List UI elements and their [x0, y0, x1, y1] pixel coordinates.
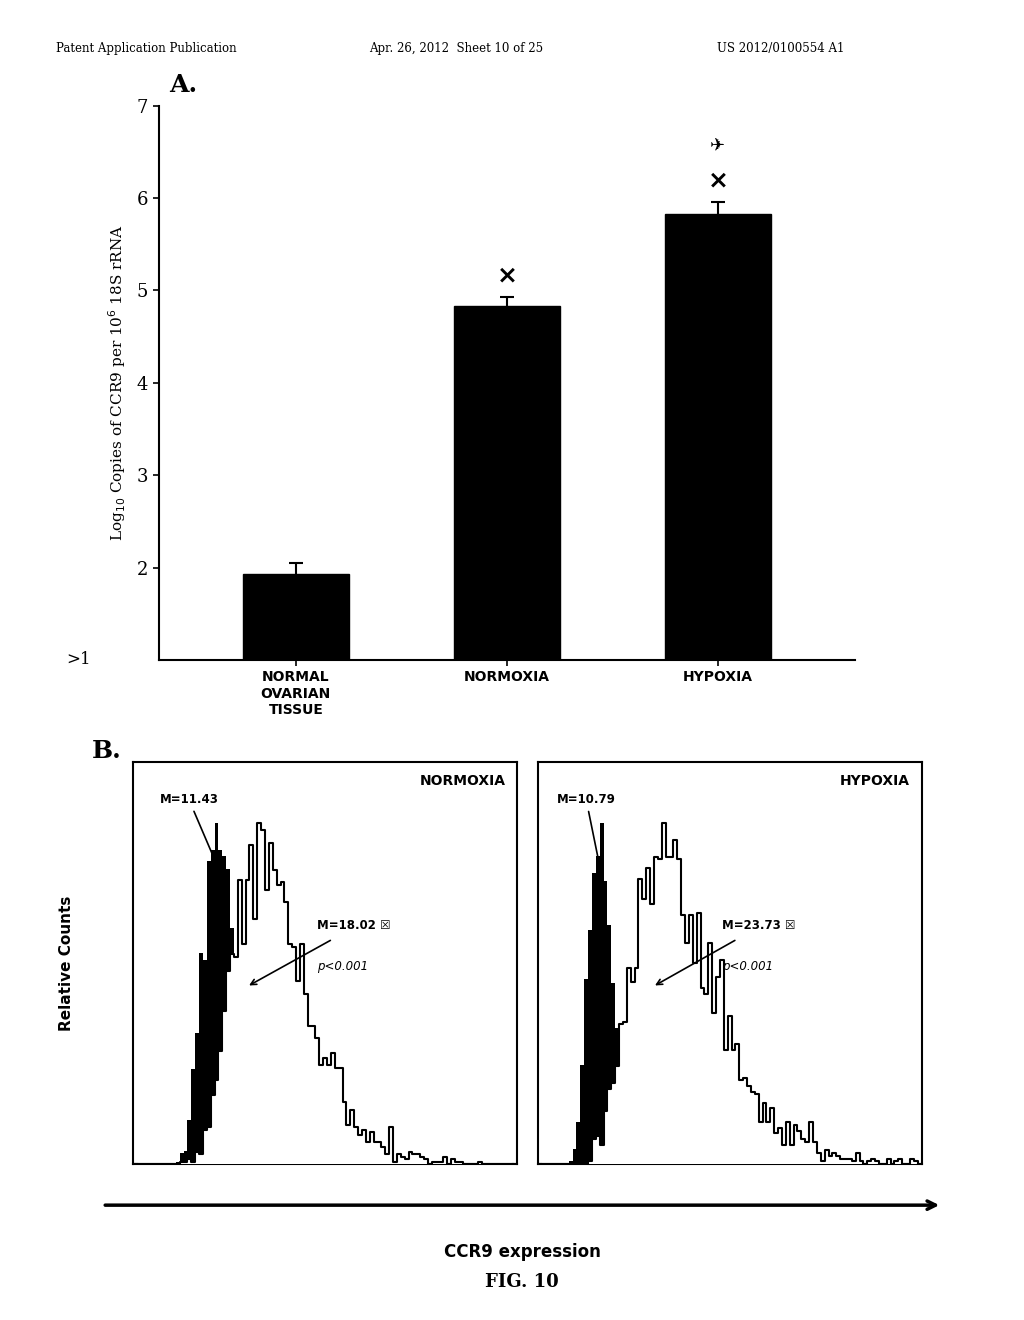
Bar: [454, 306, 560, 752]
Bar: [191, 1069, 196, 1164]
Text: ✈: ✈: [711, 137, 725, 156]
Bar: [243, 574, 348, 752]
Bar: [222, 857, 226, 1164]
Text: FIG. 10: FIG. 10: [485, 1272, 559, 1291]
Bar: [218, 850, 222, 1164]
Bar: [183, 1151, 187, 1164]
Text: M=23.73 ☒: M=23.73 ☒: [722, 919, 796, 932]
Text: NORMOXIA: NORMOXIA: [420, 774, 506, 788]
Bar: [623, 1074, 627, 1164]
Bar: [638, 1152, 642, 1164]
Bar: [242, 1041, 246, 1164]
Bar: [250, 1086, 253, 1164]
Bar: [577, 1122, 581, 1164]
Text: B.: B.: [92, 739, 122, 763]
Text: M=10.79: M=10.79: [557, 793, 615, 870]
Bar: [600, 824, 603, 1164]
Bar: [572, 1150, 577, 1164]
Bar: [635, 1144, 638, 1164]
Bar: [646, 1163, 650, 1164]
Text: CCR9 expression: CCR9 expression: [443, 1243, 601, 1262]
Bar: [289, 1160, 292, 1164]
Bar: [215, 824, 218, 1164]
Text: M=18.02 ☒: M=18.02 ☒: [317, 919, 391, 932]
Bar: [199, 953, 203, 1164]
Bar: [615, 1028, 620, 1164]
Bar: [666, 214, 771, 752]
Bar: [226, 869, 230, 1164]
Bar: [611, 983, 615, 1164]
Text: >1: >1: [66, 652, 90, 668]
Bar: [179, 1154, 183, 1164]
Text: M=11.43: M=11.43: [160, 793, 219, 870]
Bar: [584, 978, 588, 1164]
Bar: [592, 873, 596, 1164]
Bar: [603, 880, 607, 1164]
Bar: [196, 1034, 199, 1164]
Text: p<0.001: p<0.001: [317, 960, 369, 973]
Bar: [627, 1119, 631, 1164]
Text: Patent Application Publication: Patent Application Publication: [56, 42, 237, 55]
Bar: [272, 1155, 276, 1164]
Text: p<0.001: p<0.001: [722, 960, 773, 973]
Bar: [253, 1093, 257, 1164]
Text: ×: ×: [708, 169, 728, 193]
Bar: [230, 928, 233, 1164]
Bar: [650, 1163, 654, 1164]
Bar: [187, 1119, 191, 1164]
Bar: [588, 929, 592, 1164]
Bar: [265, 1146, 269, 1164]
Bar: [233, 962, 238, 1164]
Text: Relative Counts: Relative Counts: [59, 896, 74, 1031]
Text: Apr. 26, 2012  Sheet 10 of 25: Apr. 26, 2012 Sheet 10 of 25: [369, 42, 543, 55]
Bar: [642, 1158, 646, 1164]
Bar: [246, 1064, 250, 1164]
Bar: [207, 862, 211, 1164]
Bar: [568, 1160, 572, 1164]
Text: A.: A.: [169, 74, 198, 98]
Bar: [581, 1065, 584, 1164]
Bar: [261, 1138, 265, 1164]
Bar: [276, 1155, 281, 1164]
Bar: [281, 1159, 285, 1164]
Text: ×: ×: [497, 264, 517, 288]
Text: US 2012/0100554 A1: US 2012/0100554 A1: [717, 42, 844, 55]
Bar: [238, 979, 242, 1164]
Bar: [203, 960, 207, 1164]
Bar: [631, 1137, 635, 1164]
Y-axis label: Log$_{10}$ Copies of CCR9 per 10$^6$ 18S rRNA: Log$_{10}$ Copies of CCR9 per 10$^6$ 18S…: [106, 224, 128, 541]
Text: HYPOXIA: HYPOXIA: [840, 774, 910, 788]
Bar: [211, 850, 215, 1164]
Bar: [620, 1065, 623, 1164]
Bar: [176, 1162, 179, 1164]
Bar: [257, 1133, 261, 1164]
Bar: [269, 1150, 272, 1164]
Bar: [596, 855, 600, 1164]
Bar: [607, 925, 611, 1164]
